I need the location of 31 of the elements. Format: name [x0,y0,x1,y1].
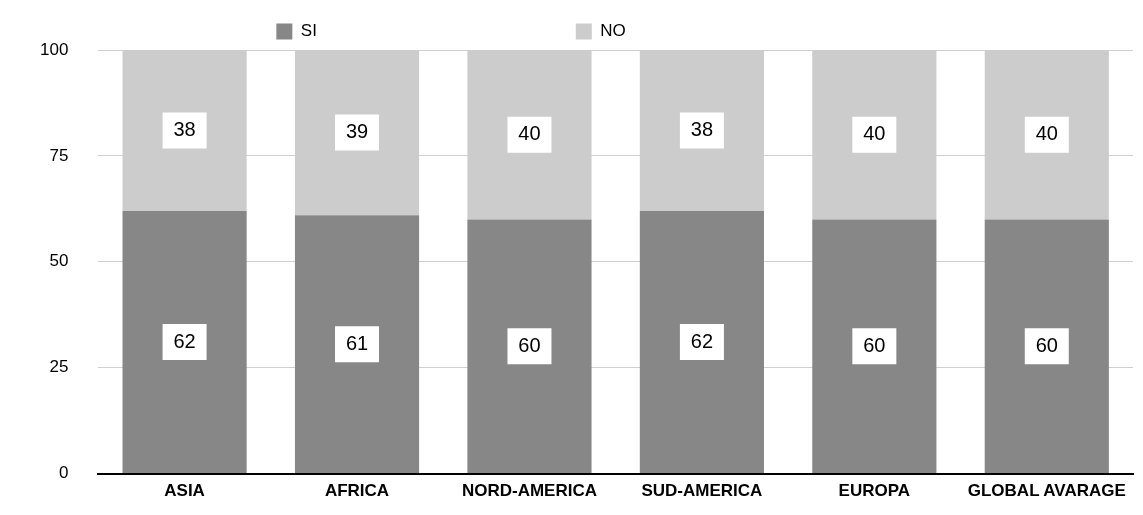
y-tick-label: 25 [49,357,69,377]
data-label: 60 [863,333,886,356]
bar [639,210,764,474]
x-tick-label: ASIA [164,481,205,501]
data-label: 60 [1035,333,1058,356]
data-label: 40 [1035,122,1058,145]
x-tick-label: NORD-AMERICA [461,481,597,501]
x-tick-label: AFRICA [324,481,390,501]
bar [294,215,420,474]
data-label: 38 [690,118,714,140]
data-label: 61 [345,331,369,354]
legend-label: NO [600,21,867,41]
data-label: 38 [173,118,196,140]
y-tick-label: 50 [49,251,69,271]
y-tick-label: 75 [49,145,69,165]
data-label: 62 [690,329,714,352]
data-label: 39 [345,120,369,143]
data-label: 60 [518,333,541,356]
x-tick-label: GLOBAL AVARAGE [967,481,1126,501]
bar [467,219,592,474]
y-tick-label: 0 [58,463,69,483]
x-tick-label: SUD-AMERICA [641,481,763,501]
data-label: 62 [173,329,196,352]
data-label: 40 [863,122,886,145]
legend-label: SI [300,21,558,41]
bar [812,219,937,474]
data-label: 40 [518,122,541,145]
bar [984,219,1109,474]
x-tick-label: EUROPA [838,481,911,501]
y-tick-label: 100 [39,39,69,59]
bar [122,210,247,474]
